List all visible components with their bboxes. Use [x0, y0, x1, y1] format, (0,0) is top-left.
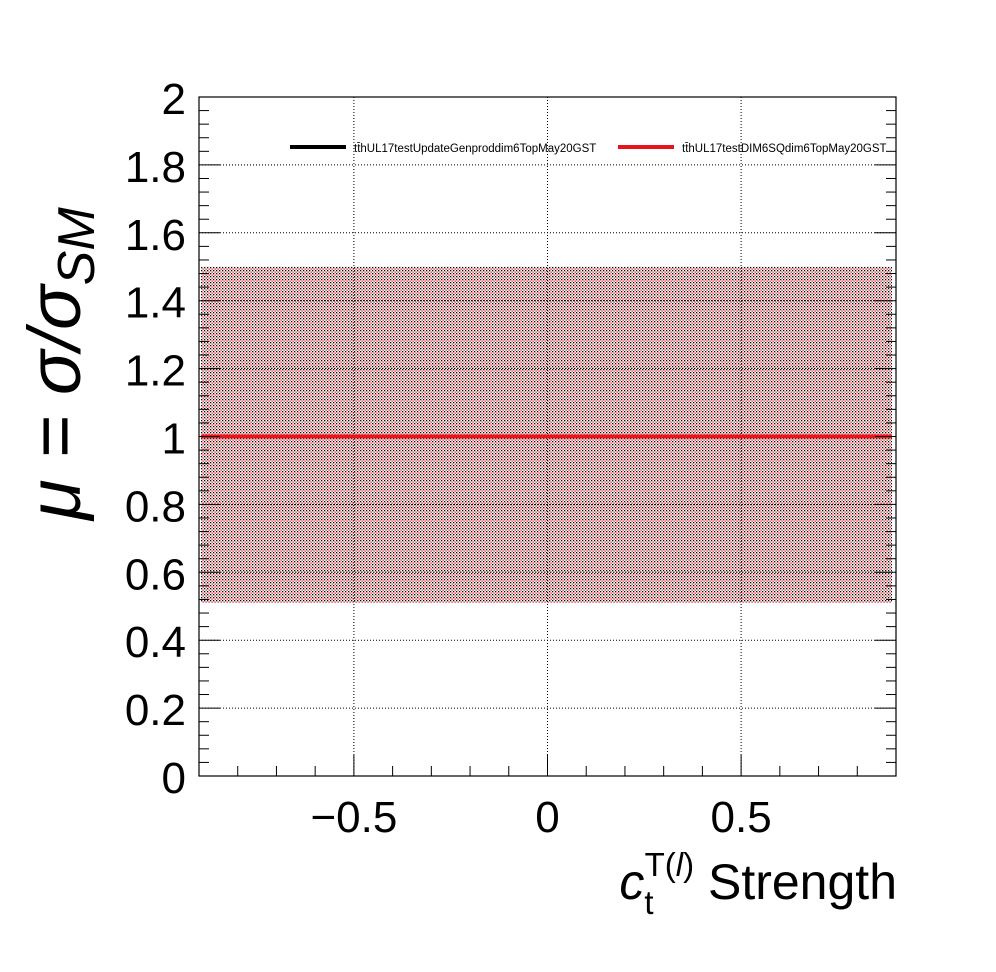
y-tick-label: 0.4 — [125, 618, 186, 667]
x-axis-subscript: t — [644, 884, 653, 921]
x-axis-title: ctT(l) Strength — [619, 846, 897, 921]
x-tick-label: 0.5 — [711, 793, 772, 842]
axis-ticks — [199, 96, 896, 777]
x-axis-symbol: c — [619, 854, 644, 910]
legend-label-2: tt̄hUL17testDIM6SQdim6TopMay20GST — [682, 143, 887, 155]
y-tick-label: 0.6 — [125, 550, 186, 599]
x-axis-superscript-close: ) — [683, 846, 694, 883]
x-tick-labels: −0.5 0 0.5 — [310, 793, 771, 842]
x-tick-label: 0 — [535, 793, 559, 842]
y-tick-label: 1.8 — [125, 143, 186, 192]
x-tick-label: −0.5 — [310, 793, 397, 842]
y-tick-label: 2 — [162, 75, 186, 124]
y-axis-subscript: SM — [48, 207, 106, 286]
legend: tt̄hUL17testUpdateGenproddim6TopMay20GST… — [199, 143, 887, 166]
y-axis-main: μ = σ/σ — [13, 283, 96, 522]
y-axis-title: μ = σ/σSM — [13, 207, 106, 522]
legend-label-1: tt̄hUL17testUpdateGenproddim6TopMay20GST — [354, 143, 596, 155]
y-tick-label: 1.4 — [125, 279, 186, 328]
x-axis-superscript: T( — [645, 846, 676, 883]
y-tick-label: 0 — [162, 754, 186, 803]
x-axis-superscript-italic: l — [676, 846, 685, 883]
x-axis-suffix: Strength — [694, 854, 897, 910]
y-tick-label: 1 — [162, 415, 186, 464]
y-tick-label: 0.2 — [125, 686, 186, 735]
y-tick-label: 1.6 — [125, 211, 186, 260]
y-tick-label: 0.8 — [125, 482, 186, 531]
y-tick-label: 1.2 — [125, 347, 186, 396]
y-tick-labels: 0 0.2 0.4 0.6 0.8 1 1.2 1.4 1.6 1.8 2 — [125, 75, 186, 803]
